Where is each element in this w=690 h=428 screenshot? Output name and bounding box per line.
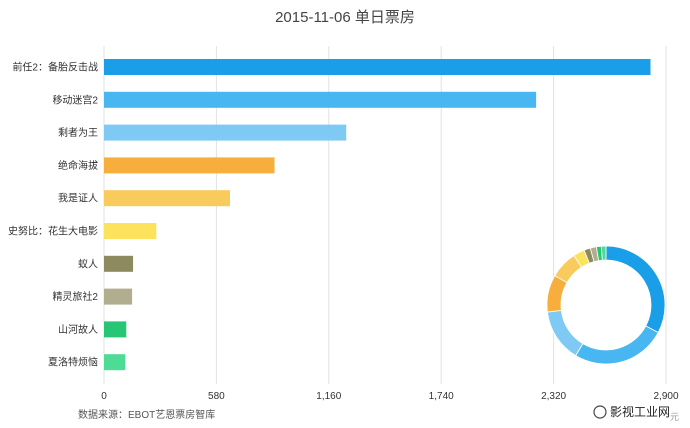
- x-tick-label: 1,160: [316, 391, 341, 402]
- donut-slice: [605, 245, 666, 334]
- bar: [104, 124, 347, 141]
- bar: [104, 288, 133, 305]
- watermark-logo-icon: [593, 405, 607, 419]
- x-axis-ticks: 0 580 1,160 1,740 2,320 2,900: [101, 391, 679, 402]
- bar: [104, 91, 537, 108]
- category-label: 蚁人: [78, 258, 98, 270]
- watermark-sub: 元: [670, 412, 679, 422]
- watermark-text: 影视工业网: [610, 404, 670, 419]
- bar: [104, 354, 126, 371]
- watermark: 影视工业网 元: [593, 404, 679, 422]
- bar: [104, 157, 275, 174]
- chart-title: 2015-11-06 单日票房: [275, 9, 415, 26]
- bar: [104, 321, 127, 338]
- category-label: 我是证人: [58, 193, 98, 205]
- data-source: 数据来源：EBOT艺恩票房智库: [78, 408, 215, 421]
- donut-slice: [546, 309, 584, 357]
- x-tick-label: 580: [208, 391, 225, 402]
- bars: [104, 59, 651, 371]
- category-label: 绝命海拔: [58, 159, 98, 172]
- category-label: 前任2：备胎反击战: [12, 61, 98, 74]
- donut-slice: [575, 325, 659, 365]
- donut-slice: [600, 245, 607, 261]
- category-label: 史努比：花生大电影: [8, 225, 98, 238]
- category-label: 精灵旅社2: [52, 290, 98, 303]
- bar: [104, 223, 157, 239]
- bar: [104, 59, 651, 75]
- x-tick-label: 2,320: [541, 391, 566, 402]
- category-label: 移动迷宫2: [52, 93, 98, 106]
- bar: [104, 255, 134, 272]
- category-label: 剩者为王: [58, 126, 98, 139]
- donut-chart: [546, 245, 666, 365]
- x-tick-label: 2,900: [653, 391, 678, 402]
- category-label: 山河故人: [58, 323, 98, 336]
- category-label: 夏洛特烦恼: [48, 356, 98, 369]
- x-tick-label: 1,740: [429, 391, 454, 402]
- x-tick-label: 0: [101, 391, 107, 402]
- bar: [104, 190, 230, 207]
